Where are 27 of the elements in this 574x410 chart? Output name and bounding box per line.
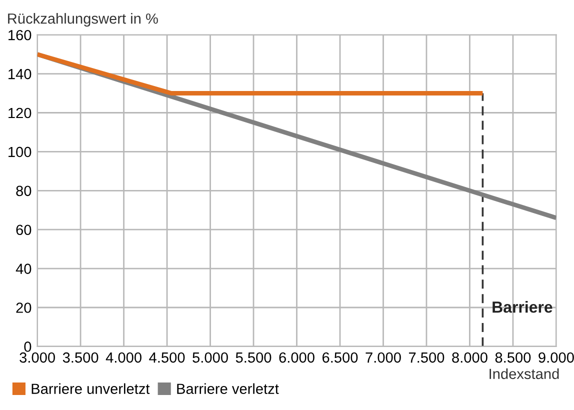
legend-label: Barriere verletzt (177, 383, 279, 394)
y-tick-label: 160 (8, 30, 32, 40)
x-tick-label: 9.000 (538, 352, 574, 363)
x-tick-label: 8.000 (452, 352, 488, 363)
ref-line-label: Barriere (492, 301, 552, 313)
y-tick-label: 60 (16, 224, 32, 236)
x-tick-label: 5.000 (192, 352, 228, 363)
y-tick-label: 120 (8, 108, 32, 118)
x-tick-label: 3.500 (62, 352, 98, 363)
y-tick-label: 0 (24, 342, 32, 352)
x-tick-label: 4.500 (149, 352, 185, 363)
x-tick-label: 5.500 (236, 352, 272, 363)
x-axis-title: Indexstand (490, 368, 559, 380)
y-tick-label: 20 (16, 302, 32, 313)
x-tick-label: 7.500 (408, 352, 444, 363)
y-tick-label: 100 (8, 146, 32, 158)
x-tick-label: 6.500 (322, 352, 358, 363)
y-tick-label: 40 (16, 264, 32, 274)
x-tick-label: 7.000 (366, 352, 401, 363)
y-tick-label: 140 (8, 68, 32, 80)
x-tick-label: 4.000 (106, 352, 142, 363)
x-tick-label: 8.500 (495, 352, 531, 363)
x-tick-label: 6.000 (279, 352, 314, 363)
y-axis-title: Rückzahlungswert in % (8, 13, 158, 27)
x-tick-label: 3.000 (20, 352, 55, 363)
y-tick-label: 80 (16, 186, 32, 196)
legend-label: Barriere unverletzt (32, 383, 150, 394)
